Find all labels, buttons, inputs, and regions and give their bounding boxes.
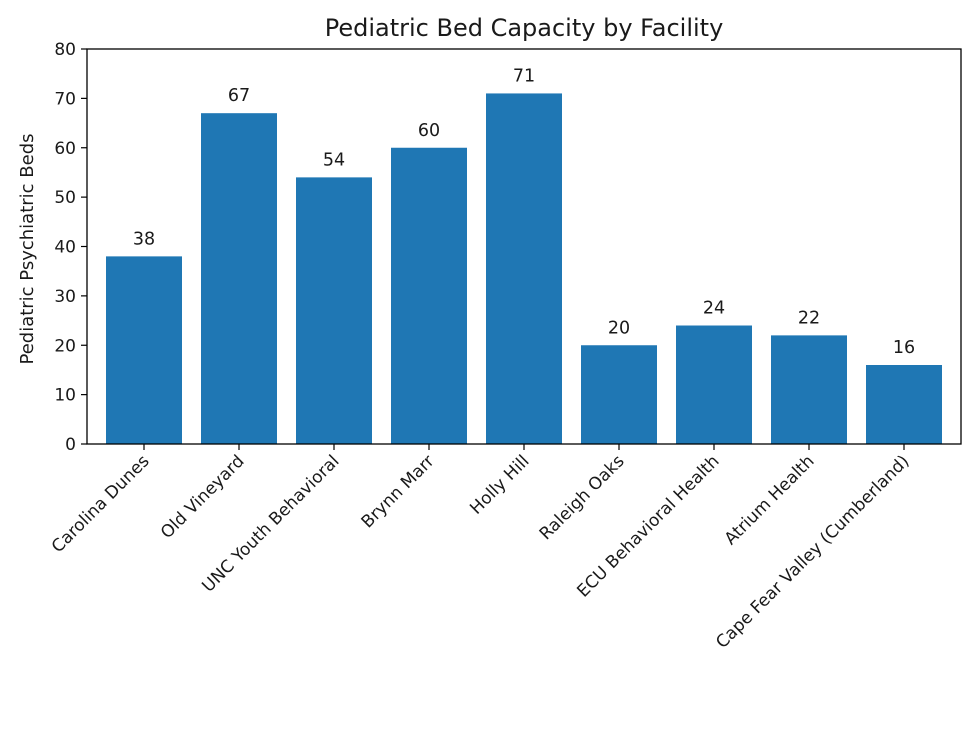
bar-value-label: 38 [133,229,155,249]
bar [106,256,182,444]
bar [201,113,277,444]
y-tick-label: 10 [54,386,76,406]
y-tick-label: 20 [54,336,76,356]
y-tick-label: 50 [54,188,76,208]
bar-value-label: 67 [228,86,250,106]
bars-layer [106,93,942,444]
y-tick-label: 0 [65,435,76,455]
x-tick-label: Raleigh Oaks [536,451,629,544]
y-tick-label: 70 [54,89,76,109]
y-axis-ticks: 0 10 20 30 40 50 60 70 80 [54,40,87,455]
bar-value-label: 71 [513,66,535,86]
x-tick-label: Old Vineyard [157,451,249,543]
y-tick-label: 40 [54,238,76,258]
bar [391,147,467,444]
bar-value-label: 20 [608,318,630,338]
chart-title: Pediatric Bed Capacity by Facility [325,14,724,42]
bar [486,93,562,444]
plot-area-frame [86,48,962,445]
bar [866,365,942,444]
x-tick-label: Cape Fear Valley (Cumberland) [712,451,913,652]
bar-value-label: 22 [798,308,820,328]
bar [771,335,847,444]
x-tick-label: Carolina Dunes [48,451,154,557]
y-tick-label: 80 [54,40,76,60]
bar-value-label: 24 [703,299,725,319]
bar-value-label: 54 [323,150,345,170]
bar-labels-layer: 38 67 54 60 71 20 24 22 16 [133,66,915,358]
bar [296,177,372,444]
y-tick-label: 60 [54,139,76,159]
y-axis-label: Pediatric Psychiatric Beds [17,133,38,364]
x-tick-label: Atrium Health [721,451,819,549]
bar [581,345,657,444]
y-tick-label: 30 [54,287,76,307]
x-tick-label: Holly Hill [466,451,533,518]
bar [676,325,752,444]
x-tick-label: Brynn Marr [358,451,439,532]
bar-value-label: 60 [418,121,440,141]
bar-value-label: 16 [893,338,915,358]
